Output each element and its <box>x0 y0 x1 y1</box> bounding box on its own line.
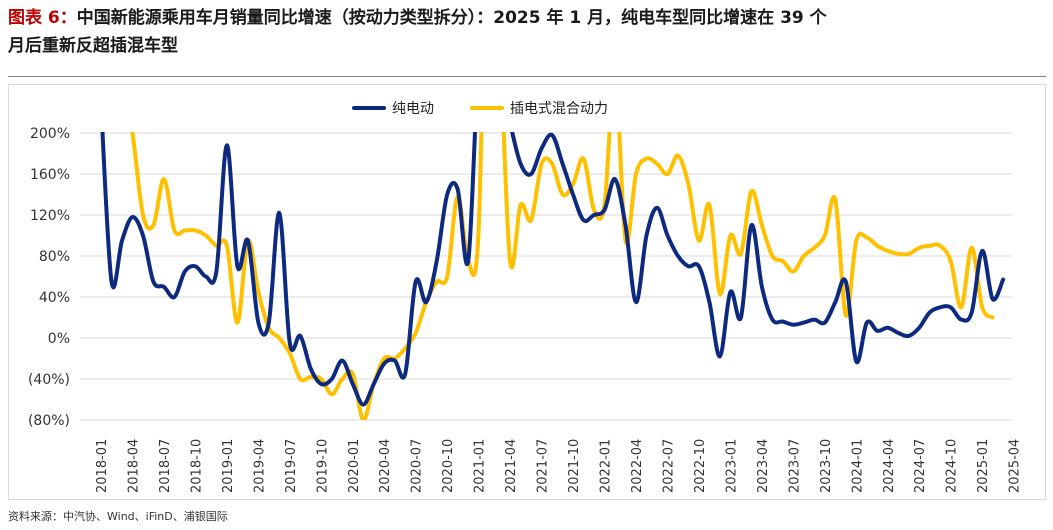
x-tick-label: 2022-04 <box>630 439 645 493</box>
x-tick-label: 2018-01 <box>95 439 110 493</box>
chart-title-line-1: 图表 6：中国新能源乘用车月销量同比增速（按动力类型拆分）：2025 年 1 月… <box>8 4 1048 32</box>
legend-swatch-phev <box>470 106 504 110</box>
x-tick-label: 2018-10 <box>189 439 204 493</box>
title-block: 图表 6：中国新能源乘用车月销量同比增速（按动力类型拆分）：2025 年 1 月… <box>8 4 1048 60</box>
series-lines <box>100 132 1006 420</box>
legend-swatch-bev <box>352 106 386 110</box>
chart-title-line-2: 月后重新反超插混车型 <box>8 36 178 56</box>
x-tick-label: 2022-01 <box>599 439 614 493</box>
y-tick-label: 120% <box>30 208 70 224</box>
y-tick-label: 40% <box>39 290 70 306</box>
y-axis: (80%) (40%) 0% 40% 80% 120% 160% 200% <box>28 126 70 429</box>
x-tick-label: 2019-07 <box>284 439 299 493</box>
x-tick-label: 2020-01 <box>347 439 362 493</box>
x-tick-label: 2024-01 <box>850 439 865 493</box>
y-tick-label: (40%) <box>28 372 70 388</box>
x-tick-label: 2021-04 <box>504 439 519 493</box>
x-tick-label: 2025-01 <box>976 439 991 493</box>
x-tick-label: 2021-01 <box>473 439 488 493</box>
legend-label-phev: 插电式混合动力 <box>510 101 608 117</box>
x-tick-label: 2022-07 <box>661 439 676 493</box>
x-tick-label: 2018-04 <box>126 439 141 493</box>
x-tick-label: 2025-04 <box>1008 439 1023 493</box>
x-tick-label: 2020-07 <box>410 439 425 493</box>
x-tick-label: 2023-04 <box>756 439 771 493</box>
y-tick-label: 200% <box>30 126 70 142</box>
legend-label-bev: 纯电动 <box>392 101 434 117</box>
x-tick-label: 2018-07 <box>158 439 173 493</box>
title-divider <box>8 76 1046 77</box>
y-tick-label: (80%) <box>28 413 70 429</box>
y-tick-label: 160% <box>30 167 70 183</box>
x-tick-label: 2019-04 <box>252 439 267 493</box>
legend: 纯电动 插电式混合动力 <box>352 98 608 118</box>
x-tick-label: 2023-07 <box>787 439 802 493</box>
y-tick-label: 0% <box>48 331 70 347</box>
x-tick-label: 2022-10 <box>693 439 708 493</box>
legend-item-phev: 插电式混合动力 <box>470 98 608 118</box>
figure-label: 图表 6： <box>8 8 77 28</box>
x-tick-label: 2024-07 <box>913 439 928 493</box>
series-line-bev <box>100 132 1006 407</box>
x-tick-label: 2023-10 <box>819 439 834 493</box>
x-axis: 2018-01 2018-04 2018-07 2018-10 2019-01 2019-… <box>95 439 1023 493</box>
chart-frame <box>8 84 1046 500</box>
x-tick-label: 2019-10 <box>315 439 330 493</box>
gridlines <box>80 132 1012 421</box>
x-tick-label: 2020-10 <box>441 439 456 493</box>
chart-title-text-1: 中国新能源乘用车月销量同比增速（按动力类型拆分）：2025 年 1 月，纯电车型… <box>76 8 827 28</box>
x-tick-label: 2019-01 <box>221 439 236 493</box>
x-tick-label: 2024-04 <box>882 439 897 493</box>
x-tick-label: 2021-10 <box>567 439 582 493</box>
y-tick-label: 80% <box>39 249 70 265</box>
x-tick-label: 2023-01 <box>724 439 739 493</box>
x-tick-label: 2024-10 <box>945 439 960 493</box>
x-tick-label: 2021-07 <box>536 439 551 493</box>
source-note: 资料来源：中汽协、Wind、iFinD、浦银国际 <box>8 510 228 523</box>
x-tick-label: 2020-04 <box>378 439 393 493</box>
legend-item-bev: 纯电动 <box>352 98 434 118</box>
